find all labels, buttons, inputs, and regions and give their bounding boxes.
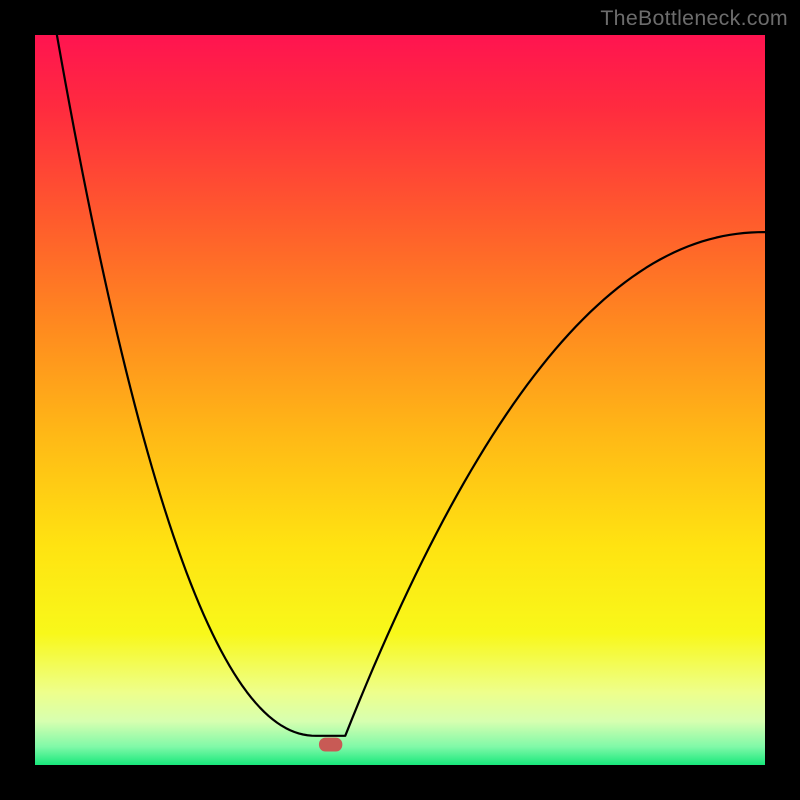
watermark-label: TheBottleneck.com — [600, 6, 788, 31]
bottleneck-chart — [0, 0, 800, 800]
optimal-point-marker — [319, 738, 342, 752]
plot-area — [35, 35, 765, 765]
chart-container: TheBottleneck.com — [0, 0, 800, 800]
